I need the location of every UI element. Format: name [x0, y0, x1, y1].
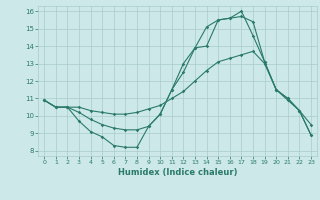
X-axis label: Humidex (Indice chaleur): Humidex (Indice chaleur)	[118, 168, 237, 177]
